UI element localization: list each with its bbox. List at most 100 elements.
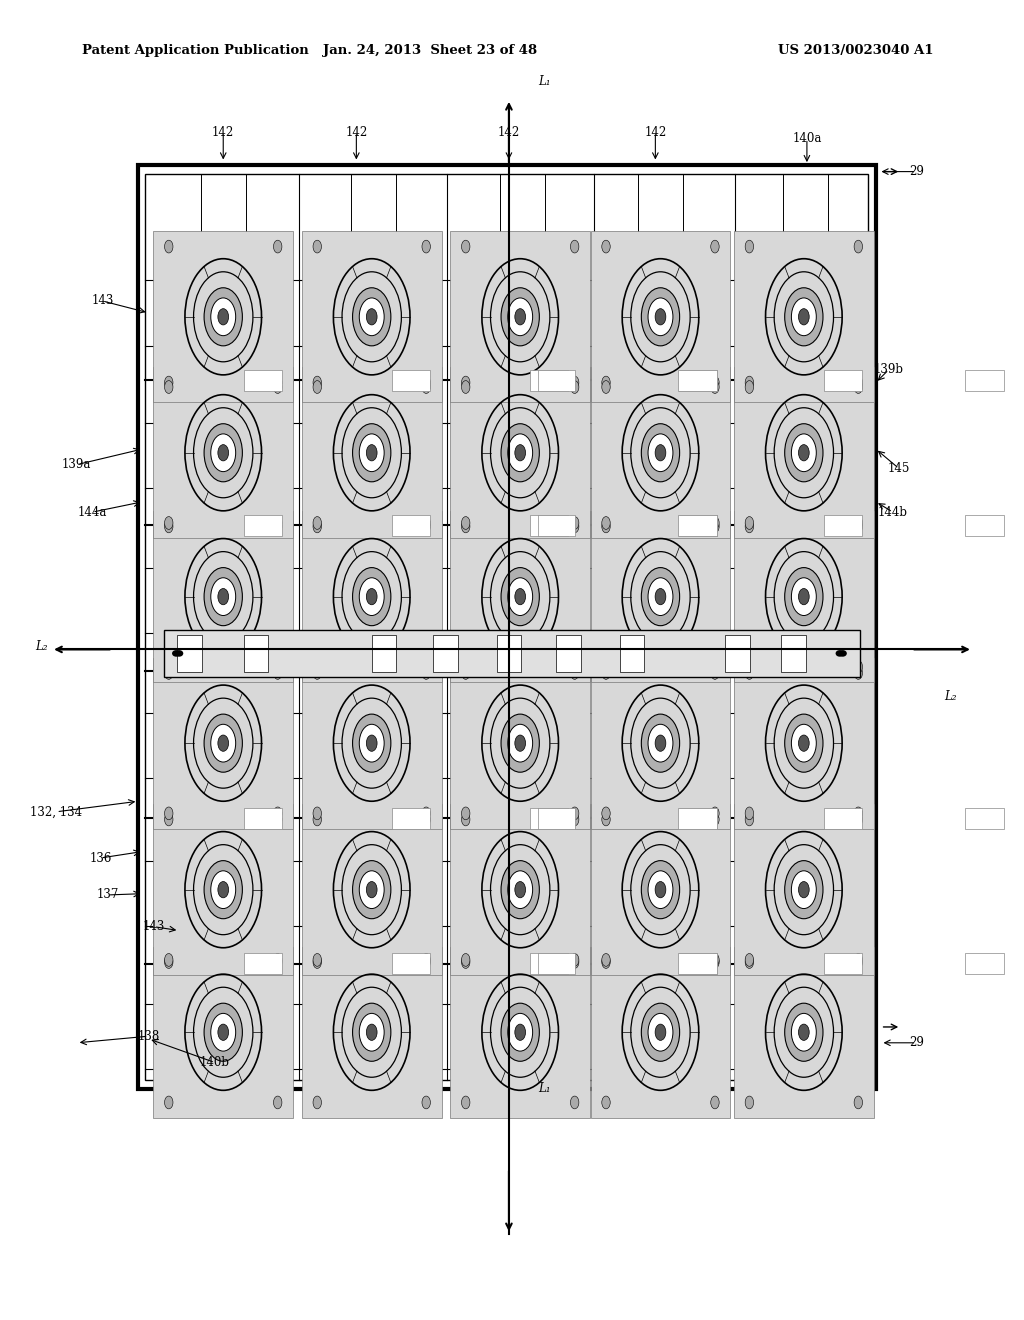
Ellipse shape — [165, 813, 173, 826]
Ellipse shape — [515, 309, 525, 325]
Text: L₂: L₂ — [944, 690, 956, 704]
Bar — [433, 635, 458, 672]
Text: L₂: L₂ — [35, 640, 47, 653]
Text: 140a: 140a — [793, 132, 821, 145]
Bar — [824, 370, 862, 391]
Ellipse shape — [422, 516, 430, 529]
Ellipse shape — [711, 807, 719, 820]
Bar — [302, 804, 441, 975]
Ellipse shape — [462, 813, 470, 826]
Ellipse shape — [359, 298, 384, 335]
Bar — [678, 515, 717, 536]
Ellipse shape — [165, 956, 173, 969]
Ellipse shape — [359, 725, 384, 762]
Bar — [678, 953, 717, 974]
Bar — [392, 953, 430, 974]
Ellipse shape — [165, 240, 173, 253]
Ellipse shape — [218, 309, 228, 325]
Ellipse shape — [367, 882, 377, 898]
Ellipse shape — [792, 871, 816, 908]
Ellipse shape — [422, 1096, 430, 1109]
Ellipse shape — [602, 660, 610, 673]
Bar — [154, 231, 293, 403]
Ellipse shape — [273, 807, 282, 820]
Ellipse shape — [165, 660, 173, 673]
Ellipse shape — [204, 714, 243, 772]
Ellipse shape — [165, 1096, 173, 1109]
Ellipse shape — [462, 807, 470, 820]
Ellipse shape — [854, 380, 862, 393]
Bar — [824, 808, 862, 829]
Ellipse shape — [422, 953, 430, 966]
Ellipse shape — [367, 735, 377, 751]
Ellipse shape — [745, 807, 754, 820]
Ellipse shape — [313, 516, 322, 529]
Ellipse shape — [508, 871, 532, 908]
Ellipse shape — [570, 813, 579, 826]
Ellipse shape — [313, 380, 322, 393]
Bar — [734, 231, 873, 403]
Ellipse shape — [641, 714, 680, 772]
Ellipse shape — [359, 578, 384, 615]
Bar — [591, 946, 730, 1118]
Text: 140b: 140b — [200, 1056, 230, 1069]
Ellipse shape — [501, 424, 540, 482]
Text: 132, 134: 132, 134 — [31, 805, 82, 818]
Ellipse shape — [211, 434, 236, 471]
Ellipse shape — [313, 520, 322, 533]
Ellipse shape — [602, 520, 610, 533]
Ellipse shape — [602, 516, 610, 529]
Bar — [538, 515, 575, 536]
Ellipse shape — [462, 516, 470, 529]
Ellipse shape — [462, 660, 470, 673]
Ellipse shape — [313, 240, 322, 253]
Text: 143: 143 — [91, 294, 114, 308]
Ellipse shape — [422, 956, 430, 969]
Ellipse shape — [711, 1096, 719, 1109]
Ellipse shape — [175, 651, 183, 656]
Bar — [965, 808, 1004, 829]
Ellipse shape — [602, 667, 610, 680]
Ellipse shape — [204, 1003, 243, 1061]
Ellipse shape — [602, 953, 610, 966]
Ellipse shape — [570, 520, 579, 533]
Bar — [591, 511, 730, 682]
Ellipse shape — [462, 376, 470, 389]
Ellipse shape — [422, 240, 430, 253]
Ellipse shape — [211, 871, 236, 908]
Ellipse shape — [501, 288, 540, 346]
Ellipse shape — [204, 288, 243, 346]
Ellipse shape — [641, 568, 680, 626]
Ellipse shape — [784, 288, 823, 346]
Text: 29: 29 — [909, 165, 924, 178]
Ellipse shape — [211, 578, 236, 615]
Ellipse shape — [745, 660, 754, 673]
Ellipse shape — [218, 735, 228, 751]
Ellipse shape — [655, 882, 666, 898]
Ellipse shape — [854, 660, 862, 673]
Ellipse shape — [602, 807, 610, 820]
Ellipse shape — [792, 1014, 816, 1051]
Ellipse shape — [422, 376, 430, 389]
Ellipse shape — [792, 298, 816, 335]
Ellipse shape — [745, 376, 754, 389]
Ellipse shape — [711, 956, 719, 969]
Ellipse shape — [515, 882, 525, 898]
Ellipse shape — [273, 667, 282, 680]
Ellipse shape — [501, 1003, 540, 1061]
Bar — [965, 953, 1004, 974]
Ellipse shape — [799, 735, 809, 751]
Ellipse shape — [313, 956, 322, 969]
Ellipse shape — [501, 714, 540, 772]
Ellipse shape — [792, 434, 816, 471]
Ellipse shape — [784, 568, 823, 626]
Ellipse shape — [854, 516, 862, 529]
Ellipse shape — [799, 589, 809, 605]
Ellipse shape — [799, 882, 809, 898]
Ellipse shape — [273, 520, 282, 533]
Ellipse shape — [515, 445, 525, 461]
Bar — [824, 953, 862, 974]
Bar — [591, 367, 730, 539]
Ellipse shape — [165, 516, 173, 529]
Bar — [734, 804, 873, 975]
